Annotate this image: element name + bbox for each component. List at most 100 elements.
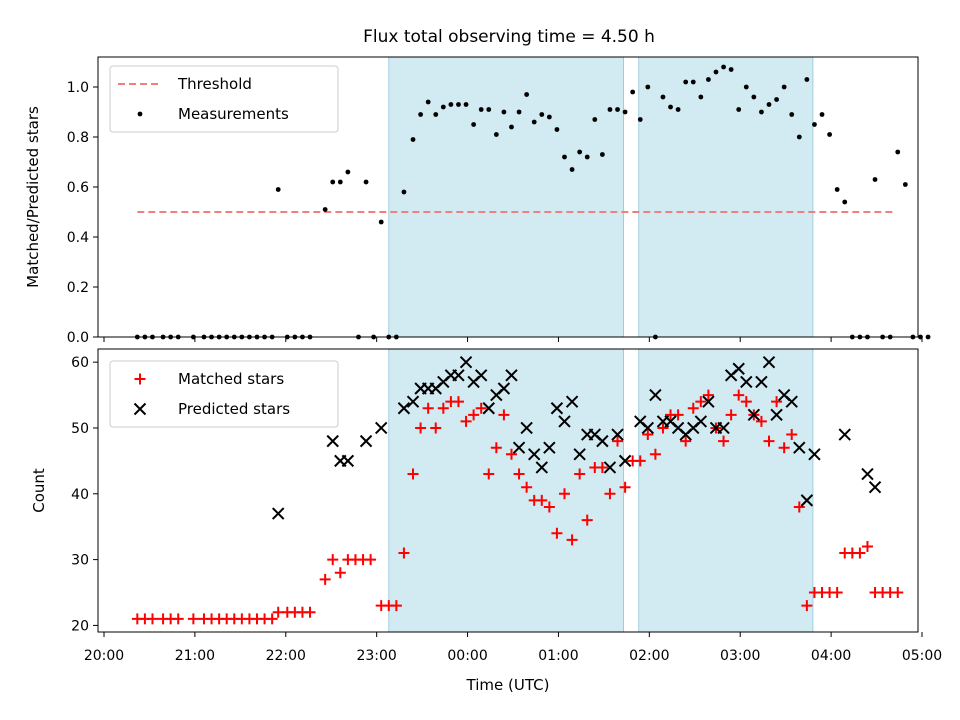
predicted-star-point — [838, 428, 851, 441]
matched-star-point — [407, 468, 419, 480]
measurement-point — [524, 92, 530, 97]
measurement-point — [925, 334, 931, 340]
measurement-point — [842, 199, 848, 205]
matched-star-point — [649, 448, 661, 460]
measurement-point — [630, 89, 636, 95]
predicted-star-point — [618, 454, 632, 468]
predicted-star-point — [375, 421, 388, 435]
predicted-star-point — [482, 402, 495, 415]
predicted-star-point — [341, 454, 355, 468]
predicted-star-point — [527, 448, 541, 461]
legend-entry: Threshold — [177, 75, 252, 93]
measurement-point — [345, 169, 351, 175]
measurement-point — [418, 112, 423, 117]
predicted-star-point — [512, 441, 526, 454]
measurement-point — [645, 84, 651, 90]
matched-star-point — [612, 435, 624, 447]
measurement-point — [615, 107, 620, 112]
matched-star-point — [695, 396, 707, 408]
legend-entry: Matched stars — [178, 370, 284, 388]
measurement-point — [562, 154, 567, 160]
measurement-point — [736, 107, 742, 112]
predicted-star-point — [326, 434, 339, 448]
y-tick-label: 0.2 — [67, 280, 89, 296]
measurement-point — [827, 132, 832, 137]
measurement-point — [690, 79, 696, 85]
predicted-star-point — [459, 355, 473, 369]
matched-star-point — [319, 573, 331, 585]
measurement-point — [819, 112, 825, 117]
bottom-y-ticks: 20 30 40 50 60 — [71, 355, 98, 634]
predicted-star-point — [505, 369, 518, 382]
measurement-point — [668, 104, 673, 110]
predicted-star-point — [474, 369, 488, 382]
measurement-point — [425, 99, 431, 105]
legend-entry: Predicted stars — [178, 400, 290, 418]
measurement-point — [812, 122, 817, 127]
measurement-point — [872, 177, 878, 182]
predicted-star-point — [800, 494, 814, 507]
bottom-legend: Matched stars Predicted stars — [109, 360, 339, 428]
measurement-point — [789, 112, 795, 117]
matched-star-point — [740, 396, 752, 408]
x-tick-label: 03:00 — [720, 648, 760, 664]
y-tick-label: 60 — [71, 355, 89, 371]
measurement-point — [751, 94, 757, 100]
predicted-star-point — [565, 395, 579, 408]
measurement-point — [584, 154, 590, 160]
predicted-star-point — [573, 448, 586, 461]
matched-star-point — [304, 606, 316, 618]
bottom-x-ticks: 20:00 21:00 22:00 23:00 00:00 01:00 02:00 03:00… — [84, 632, 942, 664]
top-shaded-intervals — [388, 56, 814, 338]
y-tick-label: 1.0 — [67, 80, 89, 96]
matched-star-point — [483, 468, 495, 480]
matched-star-point — [861, 540, 873, 552]
bottom-shaded-intervals — [388, 348, 814, 633]
y-tick-label: 0.4 — [67, 230, 89, 246]
matched-star-point — [398, 547, 410, 559]
measurement-point — [728, 67, 734, 72]
measurement-point — [766, 102, 772, 107]
top-y-ticks: 0.0 0.2 0.4 0.6 0.8 1.0 — [67, 80, 98, 346]
measurement-point — [456, 102, 461, 107]
matched-star-point — [687, 402, 699, 414]
matched-star-point — [755, 415, 767, 427]
measurement-point — [774, 97, 779, 102]
measurement-point — [471, 122, 477, 127]
legend-matched-swatch — [134, 373, 146, 385]
matched-star-point — [513, 468, 525, 480]
measurement-point — [706, 77, 711, 82]
matched-star-point — [475, 402, 487, 414]
measurement-point — [448, 102, 454, 107]
predicted-star-point — [770, 408, 783, 422]
predicted-star-point — [641, 421, 655, 435]
x-axis-label: Time (UTC) — [466, 676, 550, 694]
predicted-star-point — [543, 441, 556, 454]
measurement-point — [516, 109, 522, 115]
matched-star-point — [566, 534, 578, 546]
matched-star-point — [490, 442, 502, 454]
top-x-ticks — [103, 337, 923, 342]
measurement-point — [554, 127, 560, 132]
measurement-point — [895, 149, 901, 155]
predicted-star-point — [755, 375, 768, 389]
matched-star-point — [718, 435, 730, 447]
matched-star-point — [460, 415, 472, 427]
predicted-star-point — [702, 395, 715, 408]
predicted-star-point — [762, 355, 776, 369]
matched-star-point — [521, 481, 533, 493]
top-legend: Threshold Measurements — [109, 65, 339, 133]
measurement-point — [546, 114, 552, 120]
predicted-star-point — [694, 415, 708, 428]
chart-title: Flux total observing time = 4.50 h — [363, 27, 655, 47]
measurement-point — [759, 109, 764, 115]
matched-star-point — [187, 613, 199, 625]
matched-star-point — [892, 587, 904, 599]
x-tick-label: 20:00 — [84, 648, 124, 664]
shaded-interval-0 — [388, 348, 624, 633]
bottom-y-axis-label: Count — [30, 468, 48, 513]
matched-star-point — [702, 389, 714, 401]
measurement-point — [683, 79, 689, 85]
y-tick-label: 0.6 — [67, 180, 89, 196]
measurement-point — [599, 152, 605, 157]
